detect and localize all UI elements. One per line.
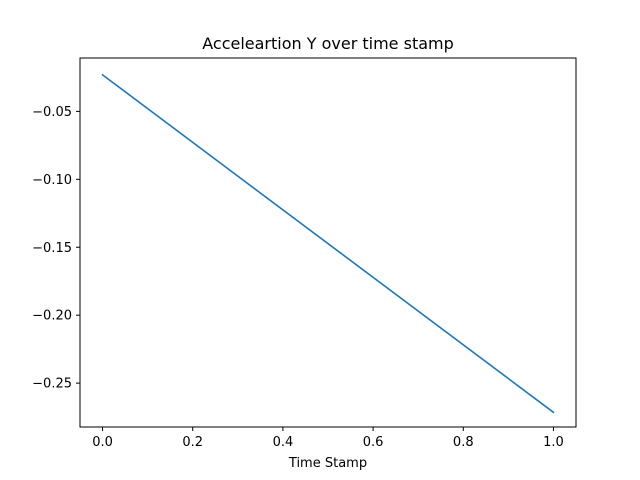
series-line-0 bbox=[101, 73, 555, 414]
y-tick-label: −0.25 bbox=[32, 377, 72, 392]
x-axis-ticks: 0.0 0.2 0.4 0.6 0.8 1.0 bbox=[92, 427, 564, 450]
chart-title: Acceleartion Y over time stamp bbox=[202, 34, 454, 53]
x-tick-label: 0.8 bbox=[453, 435, 474, 450]
x-tick-label: 0.6 bbox=[363, 435, 384, 450]
x-axis-label: Time Stamp bbox=[288, 456, 367, 471]
x-tick-label: 1.0 bbox=[543, 435, 564, 450]
x-tick-label: 0.0 bbox=[92, 435, 113, 450]
plot-area bbox=[79, 57, 577, 428]
x-tick-label: 0.4 bbox=[273, 435, 294, 450]
x-tick-label: 0.2 bbox=[182, 435, 203, 450]
y-tick-label: −0.05 bbox=[32, 105, 72, 120]
y-axis-ticks: −0.05 −0.10 −0.15 −0.20 −0.25 bbox=[32, 105, 80, 392]
y-tick-label: −0.15 bbox=[32, 241, 72, 256]
y-tick-label: −0.10 bbox=[32, 173, 72, 188]
y-tick-label: −0.20 bbox=[32, 309, 72, 324]
plot-frame bbox=[79, 57, 577, 428]
